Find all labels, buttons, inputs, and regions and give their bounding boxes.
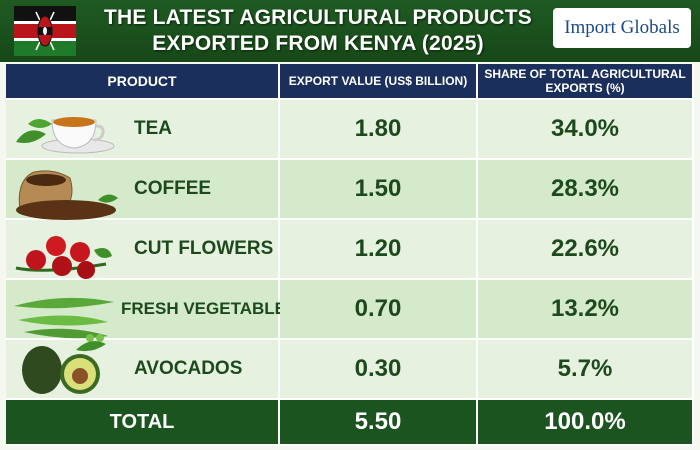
total-share: 100.0% — [478, 400, 694, 446]
column-header: PRODUCT — [6, 64, 280, 100]
export-value: 1.20 — [280, 220, 478, 280]
kenya-flag — [14, 6, 76, 56]
export-value: 0.30 — [280, 340, 478, 400]
export-value: 1.50 — [280, 160, 478, 220]
table-row: AVOCADOS 0.30 5.7% — [6, 340, 694, 400]
export-share: 13.2% — [478, 280, 694, 340]
title: THE LATEST AGRICULTURAL PRODUCTS EXPORTE… — [104, 6, 532, 55]
avocado-icon — [22, 341, 106, 394]
export-value: 0.70 — [280, 280, 478, 340]
header: THE LATEST AGRICULTURAL PRODUCTS EXPORTE… — [0, 0, 700, 62]
total-label: TOTAL — [6, 400, 280, 446]
export-share: 34.0% — [478, 100, 694, 160]
table-row: TEA 1.80 34.0% — [6, 100, 694, 160]
table-row: CUT FLOWERS 1.20 22.6% — [6, 220, 694, 280]
table-row: FRESH VEGETABLES 0.70 13.2% — [6, 280, 694, 340]
column-header: SHARE OF TOTAL AGRICULTURAL EXPORTS (%) — [478, 64, 694, 100]
tea-icon — [16, 117, 115, 154]
export-share: 28.3% — [478, 160, 694, 220]
coffee-icon — [16, 170, 118, 220]
header-row: PRODUCT EXPORT VALUE (US$ BILLION) SHARE… — [6, 64, 694, 100]
vegetables-icon — [14, 297, 114, 342]
column-header: EXPORT VALUE (US$ BILLION) — [280, 64, 478, 100]
total-row: TOTAL 5.50 100.0% — [6, 400, 694, 446]
product-icons — [14, 117, 118, 394]
logo: Import Globals — [553, 8, 691, 48]
flowers-icon — [15, 236, 112, 279]
export-share: 22.6% — [478, 220, 694, 280]
product-name: FRESH VEGETABLES — [6, 280, 297, 340]
total-value: 5.50 — [280, 400, 478, 446]
export-share: 5.7% — [478, 340, 694, 400]
export-value: 1.80 — [280, 100, 478, 160]
